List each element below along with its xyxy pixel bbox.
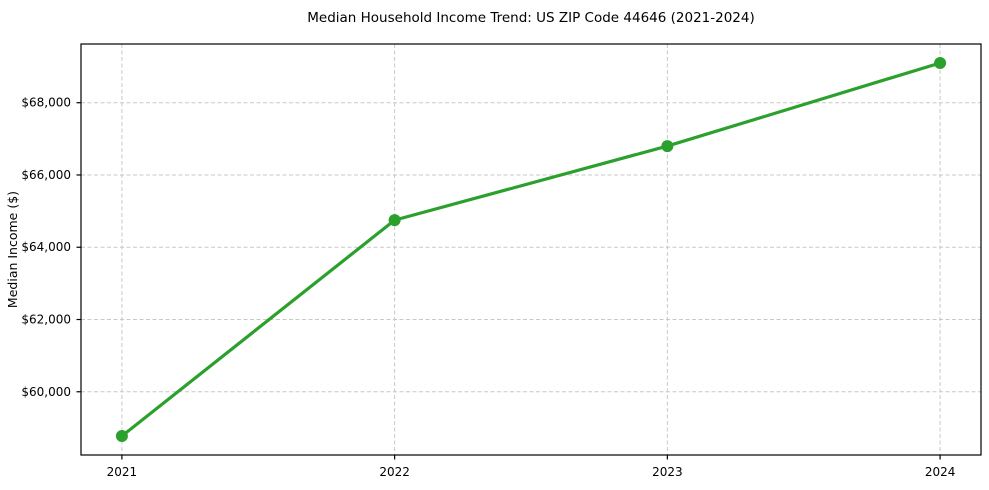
series-layer bbox=[115, 56, 947, 443]
plot-border bbox=[80, 43, 982, 456]
income-trend-line bbox=[120, 61, 942, 438]
data-point-marker bbox=[934, 56, 947, 69]
y-tick-label: $60,000 bbox=[21, 385, 71, 399]
data-point-marker bbox=[661, 140, 674, 153]
y-tick-label: $68,000 bbox=[21, 96, 71, 110]
y-tick-label: $64,000 bbox=[21, 240, 71, 254]
x-tick-label: 2022 bbox=[379, 465, 410, 479]
axis-layer: $60,000 $62,000 $64,000 $66,000 $68,000 2021 2… bbox=[21, 96, 955, 479]
chart-title: Median Household Income Trend: US ZIP Co… bbox=[307, 10, 755, 26]
x-tick-label: 2024 bbox=[925, 465, 956, 479]
x-tick-label: 2021 bbox=[107, 465, 138, 479]
y-tick-label: $62,000 bbox=[21, 313, 71, 327]
data-point-marker bbox=[115, 430, 128, 443]
x-tick-label: 2023 bbox=[652, 465, 683, 479]
grid-layer bbox=[81, 44, 981, 455]
y-tick-label: $66,000 bbox=[21, 168, 71, 182]
y-axis-label: Median Income ($) bbox=[5, 191, 20, 308]
data-point-marker bbox=[388, 214, 401, 227]
